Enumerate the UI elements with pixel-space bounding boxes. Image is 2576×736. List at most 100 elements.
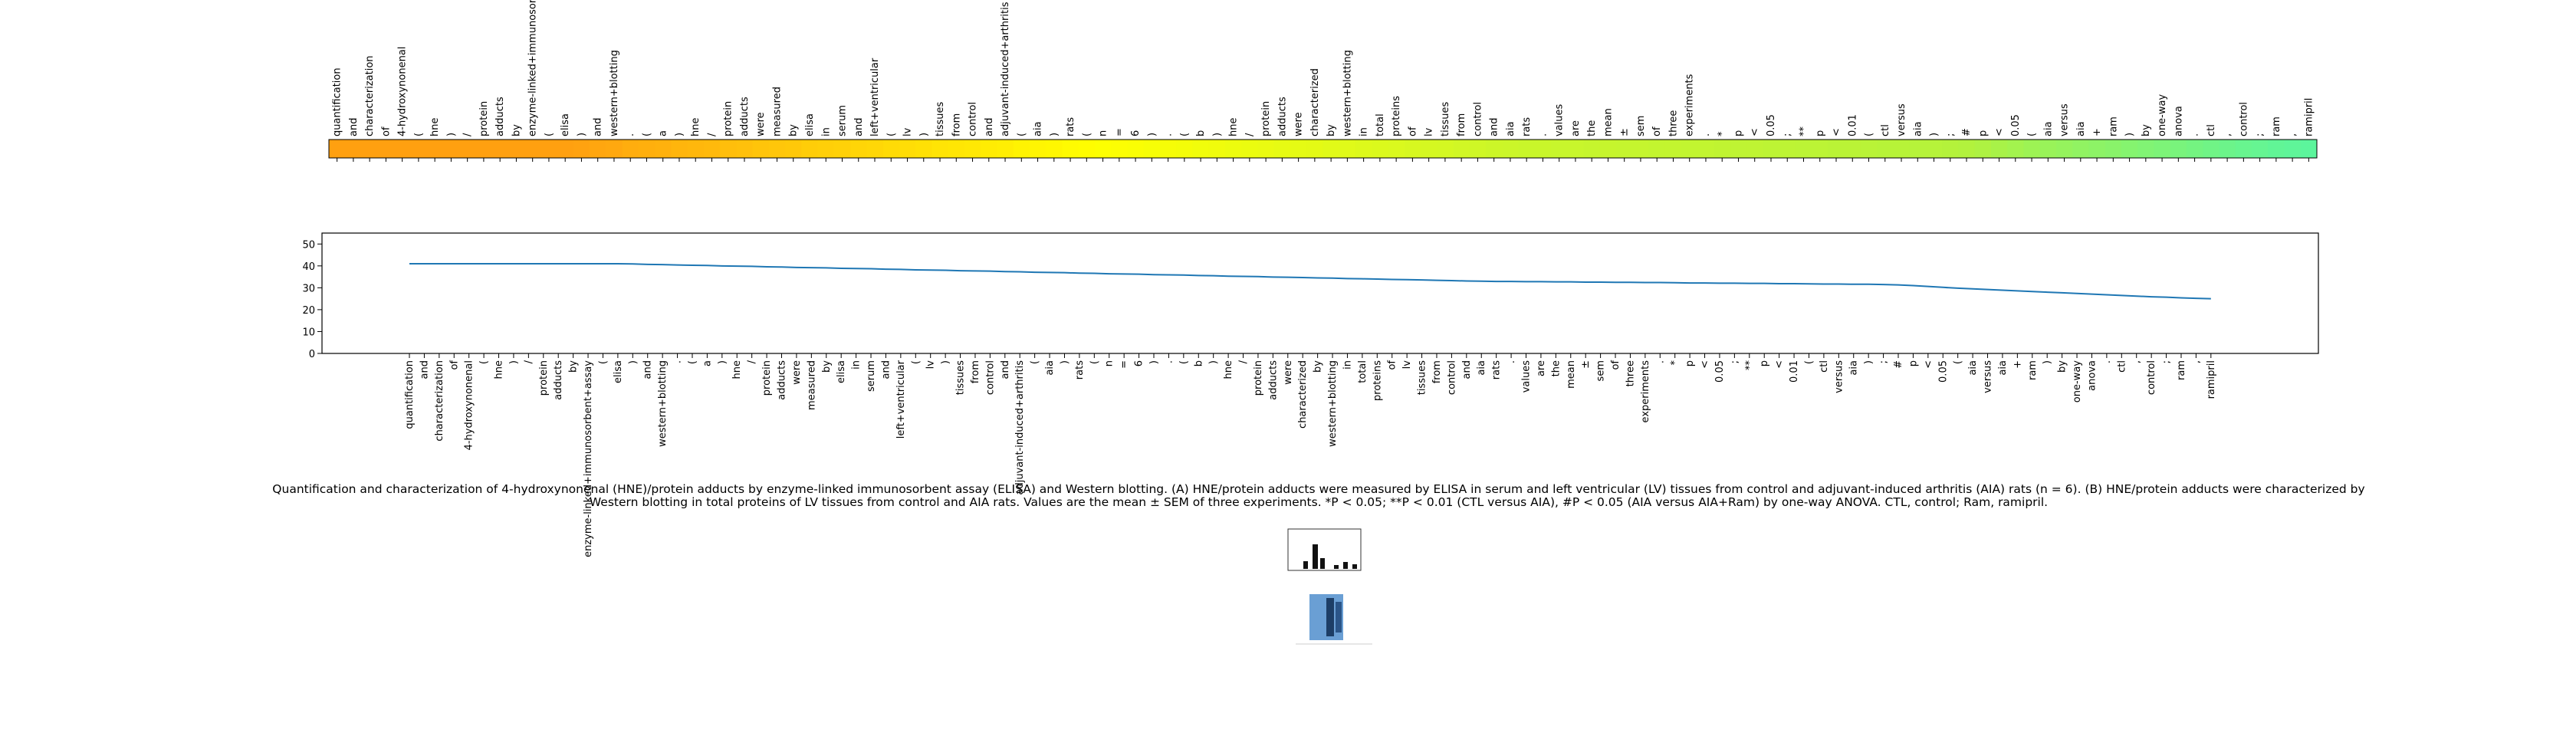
token-label: experiments <box>1684 74 1696 136</box>
strip-cell <box>2137 140 2154 158</box>
strip-cell <box>752 140 770 158</box>
x-tick-label: total <box>1357 360 1368 383</box>
token-label: aia <box>2042 121 2054 136</box>
token-label: ( <box>1081 133 1092 136</box>
x-tick-label: . <box>2101 360 2113 363</box>
y-tick-label: 50 <box>302 239 315 251</box>
strip-cell <box>377 140 395 158</box>
token-label: . <box>1163 133 1175 136</box>
strip-cell <box>1925 140 1943 158</box>
token-label: characterized <box>1309 68 1321 136</box>
x-tick-label: aia <box>1476 360 1487 376</box>
token-label: 4-hydroxynonenal <box>397 47 409 136</box>
token-label: of <box>1407 127 1418 136</box>
strip-cell <box>866 140 884 158</box>
strip-cell <box>1990 140 2008 158</box>
x-tick-label: n <box>1104 360 1116 366</box>
x-tick-label: ( <box>597 360 609 364</box>
strip-cell <box>1486 140 1503 158</box>
x-tick-label: and <box>1461 360 1473 379</box>
x-tick-label: ) <box>508 360 520 364</box>
strip-cell <box>2154 140 2171 158</box>
strip-cell <box>948 140 965 158</box>
strip-cell <box>442 140 460 158</box>
strip-cell <box>1322 140 1340 158</box>
token-label: ramipril <box>2303 98 2315 136</box>
x-tick-label: from <box>1431 360 1443 383</box>
x-tick-label: ( <box>910 360 922 364</box>
strip-cell <box>1355 140 1372 158</box>
token-label: < <box>1831 128 1842 136</box>
x-tick-label: experiments <box>1640 360 1651 423</box>
token-label: p <box>1815 130 1826 136</box>
token-label: measured <box>771 87 783 136</box>
strip-cell <box>687 140 705 158</box>
strip-cell <box>1763 140 1780 158</box>
token-label: protein <box>723 101 734 136</box>
strip-cell <box>2007 140 2024 158</box>
x-tick-label: < <box>1700 360 1711 369</box>
y-tick-label: 30 <box>302 283 315 294</box>
x-tick-label: of <box>449 360 460 370</box>
x-tick-label: quantification <box>404 360 416 429</box>
token-label: enzyme-linked+immunosorbent <box>527 0 539 136</box>
x-tick-label: ** <box>1744 360 1756 371</box>
x-tick-label: ram <box>2027 360 2039 380</box>
strip-cell <box>1795 140 1812 158</box>
x-tick-label: by <box>2057 360 2068 373</box>
strip-cell <box>2219 140 2236 158</box>
token-label: control <box>2238 102 2249 136</box>
x-tick-label: ) <box>1148 360 1160 364</box>
x-tick-label: ( <box>1178 360 1190 364</box>
strip-cell <box>1583 140 1601 158</box>
token-label: lv <box>902 127 914 136</box>
x-tick-label: by <box>1313 360 1324 373</box>
x-tick-label: and <box>880 360 892 379</box>
x-tick-label: 6 <box>1134 360 1145 366</box>
x-tick-label: ( <box>478 360 490 364</box>
strip-cell <box>964 140 981 158</box>
token-label: control <box>968 102 979 136</box>
token-label: were <box>755 112 767 136</box>
strip-cell <box>915 140 932 158</box>
x-tick-label: one-way <box>2072 360 2083 402</box>
token-label: elisa <box>804 113 816 136</box>
token-label: hne <box>1228 118 1240 136</box>
x-tick-label: control <box>984 360 996 395</box>
token-label: . <box>625 133 636 136</box>
token-label: adducts <box>739 97 751 136</box>
strip-cell <box>1290 140 1307 158</box>
x-tick-label: from <box>970 360 981 383</box>
x-tick-label: ; <box>1729 360 1740 363</box>
strip-cell <box>1779 140 1796 158</box>
token-label: ( <box>1864 133 1875 136</box>
token-label: lv <box>1424 127 1435 136</box>
strip-cell <box>1062 140 1079 158</box>
strip-cell <box>1013 140 1030 158</box>
x-tick-label: characterization <box>434 360 445 442</box>
x-tick-label: / <box>523 360 534 363</box>
token-label: rats <box>1521 117 1533 136</box>
token-label: aia <box>1505 121 1516 136</box>
strip-cell <box>655 140 672 158</box>
token-label: = <box>1114 128 1125 136</box>
token-label: serum <box>837 105 849 136</box>
x-tick-label: sem <box>1595 360 1607 381</box>
strip-cell <box>932 140 949 158</box>
token-label: . <box>1537 133 1549 136</box>
token-label: and <box>853 118 865 136</box>
x-tick-label: lv <box>925 360 937 370</box>
token-label: * <box>1717 131 1728 136</box>
token-label: / <box>706 133 718 136</box>
strip-cell <box>329 140 346 158</box>
token-label: # <box>1961 128 1973 136</box>
token-label: / <box>462 133 474 136</box>
x-tick-label: proteins <box>1372 360 1383 401</box>
x-tick-label: mean <box>1566 360 1577 389</box>
x-tick-label: control <box>1446 360 1457 395</box>
x-tick-label: ( <box>1803 360 1815 364</box>
token-label: ( <box>544 133 555 136</box>
strip-cell <box>1958 140 1976 158</box>
strip-cell <box>720 140 737 158</box>
token-label: ; <box>1782 133 1793 136</box>
